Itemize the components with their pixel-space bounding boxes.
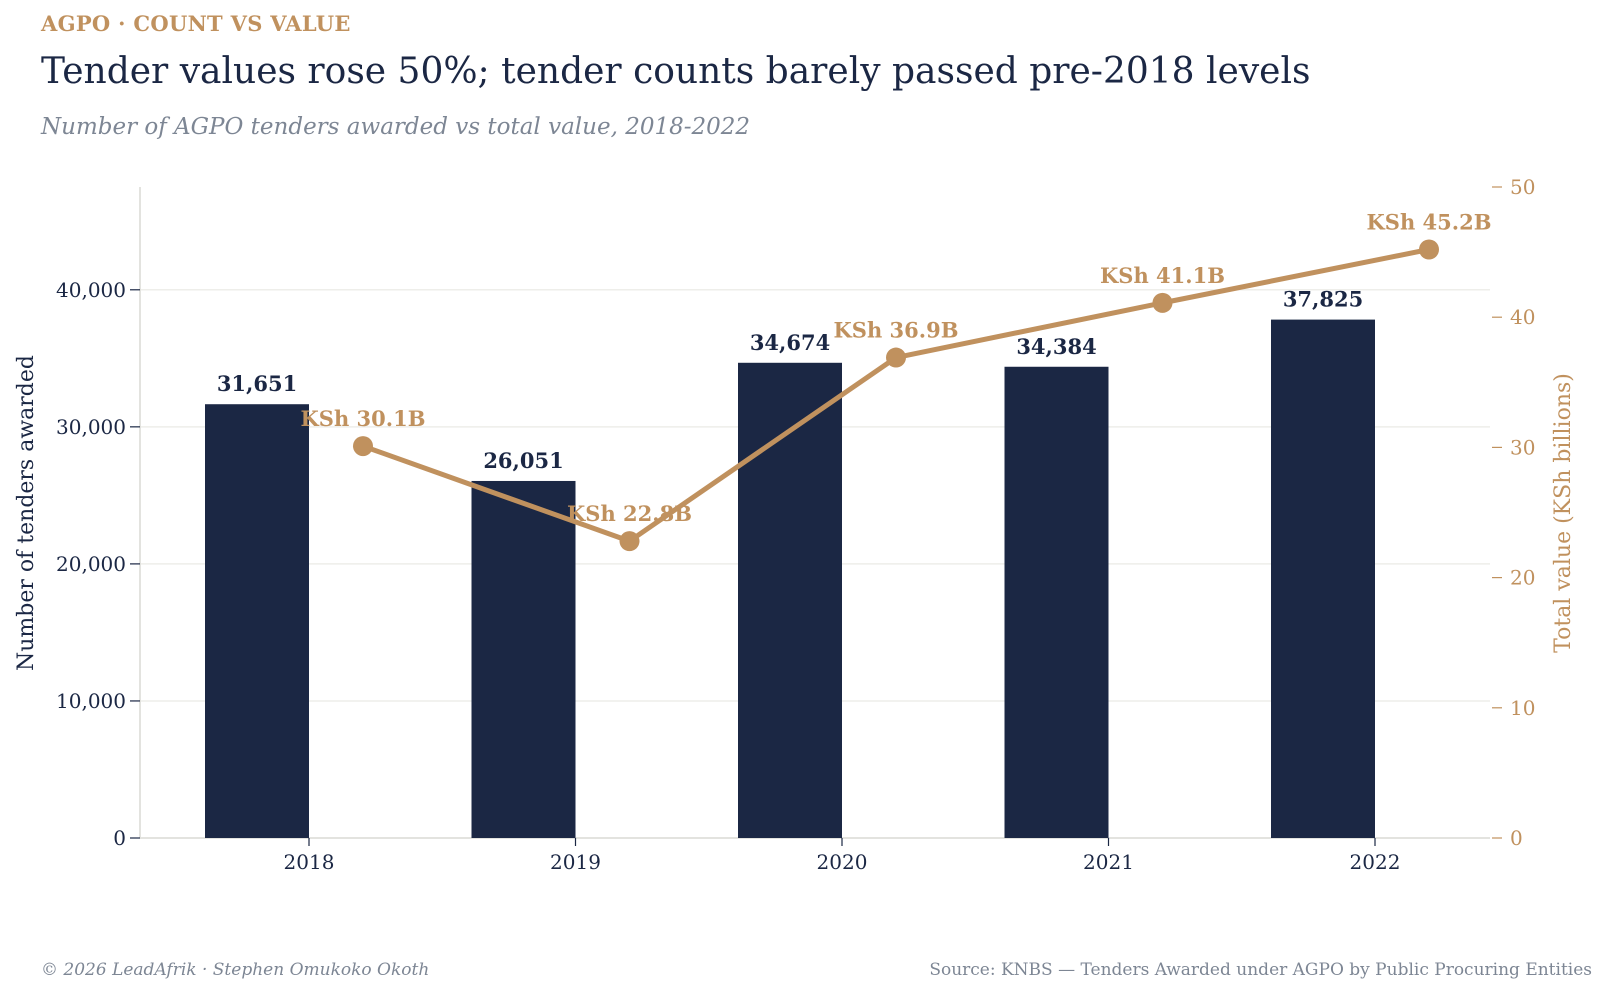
value-point bbox=[619, 531, 640, 552]
y-right-tick-label: 0 bbox=[1510, 826, 1523, 850]
bar-value-label: 37,825 bbox=[1283, 287, 1363, 312]
line-layer: KSh 30.1B KSh 22.8B KSh 36.9B KSh 41.1B KSh … bbox=[301, 209, 1492, 552]
chart-subtitle: Number of AGPO tenders awarded vs total … bbox=[41, 114, 751, 140]
value-point bbox=[886, 347, 906, 368]
y-left-tick-label: 30,000 bbox=[56, 415, 126, 439]
bar-value-label: 26,051 bbox=[483, 448, 563, 473]
bar-value-label: 34,674 bbox=[750, 330, 830, 355]
value-point-label: KSh 30.1B bbox=[301, 406, 426, 431]
y-right-tick-label: 30 bbox=[1510, 435, 1535, 459]
value-point-label: KSh 41.1B bbox=[1100, 263, 1225, 288]
y-right-tick-label: 50 bbox=[1510, 175, 1535, 199]
bar bbox=[1004, 366, 1109, 838]
y-left-axis-label: Number of tenders awarded bbox=[14, 355, 39, 671]
y-right-tick-label: 10 bbox=[1510, 696, 1535, 720]
x-tick-label: 2019 bbox=[550, 850, 601, 874]
value-point bbox=[1152, 292, 1173, 313]
x-tick-label: 2018 bbox=[284, 850, 335, 874]
chart-kicker: AGPO · COUNT VS VALUE bbox=[41, 11, 351, 36]
y-right-axis-label: Total value (KSh billions) bbox=[1551, 373, 1576, 653]
combo-chart: 31,651 26,051 34,674 34,384 37,825 KSh 30.1B… bbox=[14, 175, 1576, 874]
footer-credit: © 2026 LeadAfrik · Stephen Omukoko Okoth bbox=[41, 960, 430, 980]
y-right-tick-label: 40 bbox=[1510, 305, 1535, 329]
y-left-tick-label: 40,000 bbox=[56, 278, 126, 302]
bar bbox=[738, 362, 842, 838]
value-point bbox=[1419, 239, 1439, 260]
bar bbox=[1271, 319, 1375, 839]
bar bbox=[205, 404, 309, 838]
value-point bbox=[353, 436, 373, 457]
value-point-label: KSh 22.8B bbox=[567, 501, 692, 526]
bar bbox=[471, 480, 576, 838]
y-right-tick-label: 20 bbox=[1510, 566, 1535, 590]
bars-layer: 31,651 26,051 34,674 34,384 37,825 bbox=[205, 287, 1375, 839]
value-point-label: KSh 45.2B bbox=[1367, 209, 1492, 234]
y-left-tick-label: 20,000 bbox=[56, 552, 126, 576]
y-left-tick-label: 10,000 bbox=[56, 689, 126, 713]
x-tick-label: 2020 bbox=[817, 850, 868, 874]
chart-title: Tender values rose 50%; tender counts ba… bbox=[41, 51, 1311, 92]
bar-value-label: 31,651 bbox=[217, 371, 297, 396]
x-tick-label: 2021 bbox=[1083, 850, 1134, 874]
footer-source: Source: KNBS — Tenders Awarded under AGP… bbox=[929, 960, 1592, 980]
y-left-tick-label: 0 bbox=[113, 826, 126, 850]
value-point-label: KSh 36.9B bbox=[834, 318, 959, 343]
bar-value-label: 34,384 bbox=[1016, 334, 1096, 359]
ticks-layer: 0 10,000 20,000 30,000 40,000 0 10 20 30 40 50 2018… bbox=[56, 175, 1535, 874]
x-tick-label: 2022 bbox=[1350, 850, 1401, 874]
